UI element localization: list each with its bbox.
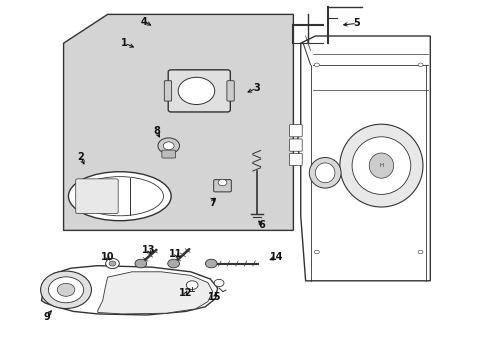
FancyBboxPatch shape — [76, 179, 118, 213]
Polygon shape — [98, 272, 212, 314]
Ellipse shape — [178, 77, 214, 104]
Polygon shape — [41, 266, 217, 315]
Circle shape — [167, 259, 179, 268]
Text: 3: 3 — [253, 83, 260, 93]
FancyBboxPatch shape — [164, 81, 171, 101]
Text: H: H — [379, 163, 383, 168]
Polygon shape — [295, 36, 429, 281]
Ellipse shape — [339, 124, 422, 207]
Circle shape — [57, 283, 75, 296]
Circle shape — [214, 279, 224, 287]
FancyBboxPatch shape — [168, 70, 230, 112]
Text: 5: 5 — [353, 18, 360, 28]
Circle shape — [158, 138, 179, 154]
Text: 6: 6 — [258, 220, 264, 230]
Polygon shape — [63, 14, 293, 230]
Text: 9: 9 — [43, 312, 50, 322]
Ellipse shape — [309, 157, 341, 188]
Circle shape — [314, 63, 319, 67]
Ellipse shape — [68, 172, 171, 221]
Text: 8: 8 — [153, 126, 160, 136]
Circle shape — [218, 179, 226, 186]
Ellipse shape — [351, 137, 410, 194]
FancyBboxPatch shape — [226, 81, 234, 101]
Circle shape — [41, 271, 91, 309]
Ellipse shape — [368, 153, 393, 178]
Ellipse shape — [76, 177, 163, 216]
Text: 11: 11 — [169, 249, 183, 259]
FancyBboxPatch shape — [289, 153, 302, 166]
Circle shape — [135, 259, 146, 268]
Circle shape — [186, 281, 198, 289]
Circle shape — [163, 142, 174, 150]
Circle shape — [417, 250, 422, 254]
Circle shape — [314, 250, 319, 254]
Circle shape — [109, 261, 116, 266]
Text: 14: 14 — [269, 252, 283, 262]
Text: 4: 4 — [141, 17, 147, 27]
FancyBboxPatch shape — [213, 180, 231, 192]
Circle shape — [417, 63, 422, 67]
FancyBboxPatch shape — [162, 150, 175, 158]
Text: 1: 1 — [121, 38, 128, 48]
Text: 10: 10 — [101, 252, 114, 262]
FancyBboxPatch shape — [289, 125, 302, 137]
Text: 12: 12 — [179, 288, 192, 298]
Ellipse shape — [315, 163, 334, 183]
Circle shape — [48, 277, 83, 303]
Text: 7: 7 — [209, 198, 216, 208]
Text: 15: 15 — [208, 292, 222, 302]
Text: 2: 2 — [77, 152, 84, 162]
Text: 13: 13 — [142, 245, 156, 255]
Circle shape — [105, 258, 119, 269]
Circle shape — [205, 259, 217, 268]
FancyBboxPatch shape — [289, 139, 302, 151]
